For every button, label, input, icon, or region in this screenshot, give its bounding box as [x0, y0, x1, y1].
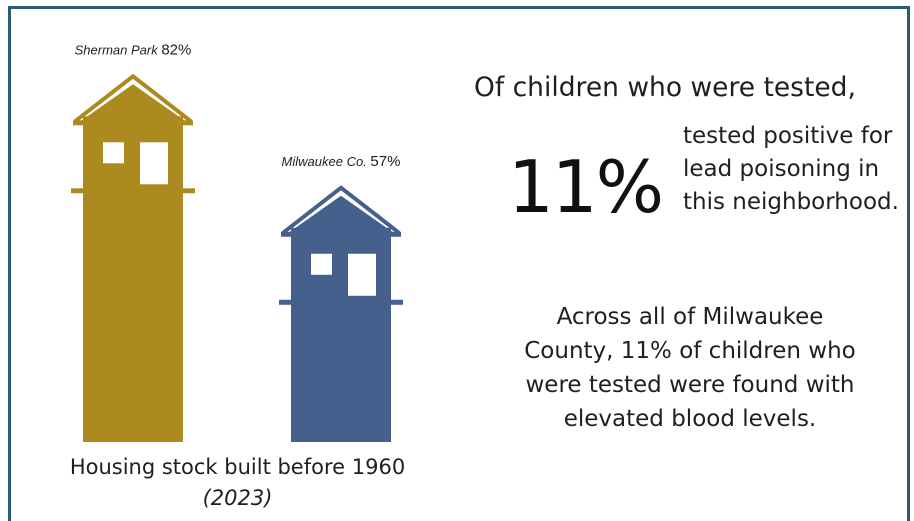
- bar-house-milwaukee-co: [279, 185, 403, 442]
- value-label: 82%: [161, 41, 191, 58]
- bar-label-1: Milwaukee Co. 57%: [282, 153, 401, 170]
- value-label: 57%: [370, 153, 400, 170]
- big-stat-caption: tested positive for lead poisoning in th…: [683, 123, 899, 215]
- county-note: Across all of Milwaukee County, 11% of c…: [524, 304, 856, 432]
- bar-label-0: Sherman Park 82%: [75, 41, 192, 58]
- house-bar-chart: Sherman Park 82% Milwaukee Co. 57%: [71, 41, 403, 442]
- chart-caption: Housing stock built before 1960 (2023): [10, 452, 465, 514]
- category-label: Sherman Park: [75, 42, 162, 57]
- lead-statement: Of children who were tested,: [474, 72, 856, 103]
- chart-caption-text: Housing stock built before 1960: [69, 455, 406, 479]
- category-label: Milwaukee Co.: [282, 154, 371, 169]
- chart-caption-year: (2023): [202, 486, 273, 510]
- big-stat-number: 11%: [508, 145, 664, 229]
- bar-house-sherman-park: [71, 73, 195, 442]
